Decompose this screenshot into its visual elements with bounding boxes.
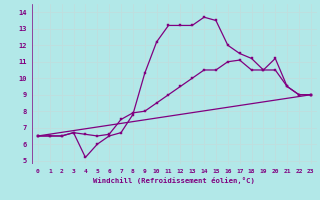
X-axis label: Windchill (Refroidissement éolien,°C): Windchill (Refroidissement éolien,°C) (93, 177, 255, 184)
